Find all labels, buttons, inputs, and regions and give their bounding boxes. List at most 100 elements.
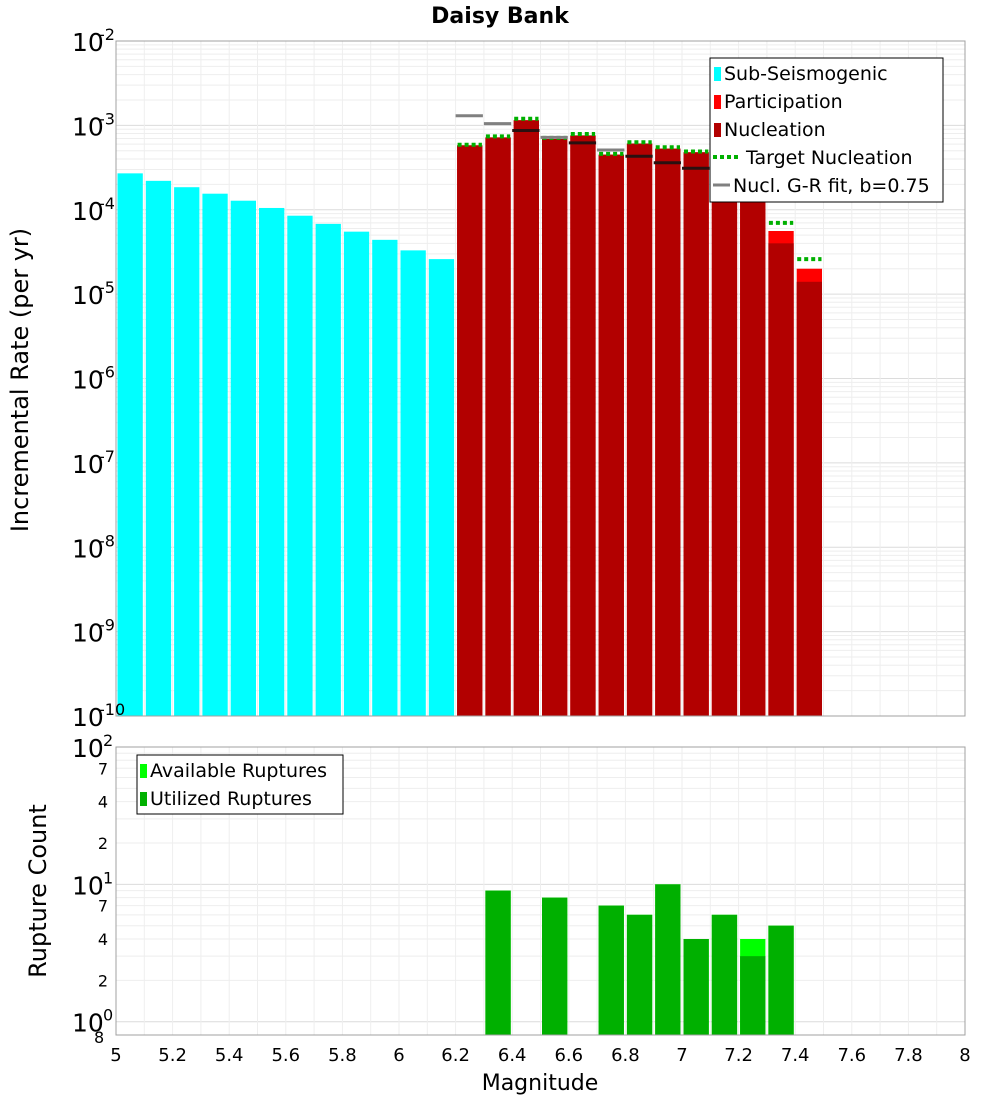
bottom-bars bbox=[485, 884, 794, 1035]
y-tick-label-base: 10 bbox=[72, 366, 104, 395]
bar-utilized-ruptures bbox=[740, 956, 766, 1035]
x-tick-label: 7.4 bbox=[781, 1045, 810, 1066]
bar-sub-seismogenic bbox=[343, 231, 370, 716]
x-tick-label: 5.8 bbox=[328, 1045, 357, 1066]
bar-sub-seismogenic bbox=[428, 259, 455, 716]
y-tick-label-base: 10 bbox=[72, 534, 104, 563]
bar-nucleation bbox=[796, 281, 822, 716]
bar-utilized-ruptures bbox=[711, 914, 738, 1035]
y-tick-label-exponent: 0 bbox=[103, 1006, 113, 1025]
bar-sub-seismogenic bbox=[202, 193, 228, 716]
bar-nucleation bbox=[683, 152, 709, 716]
bar-sub-seismogenic bbox=[259, 207, 285, 716]
bar-nucleation bbox=[457, 145, 483, 717]
x-tick-label: 5 bbox=[110, 1045, 121, 1066]
bar-nucleation bbox=[542, 138, 568, 716]
y-tick-label-base: 10 bbox=[72, 281, 104, 310]
bottom-legend: Available Ruptures Utilized Ruptures bbox=[136, 754, 344, 815]
legend-swatch-utilized-ruptures bbox=[140, 792, 147, 806]
bar-sub-seismogenic bbox=[230, 200, 256, 716]
bar-utilized-ruptures bbox=[683, 939, 709, 1035]
x-tick-label: 6.2 bbox=[441, 1045, 470, 1066]
y-tick-label-exponent: -7 bbox=[99, 447, 115, 466]
bar-nucleation bbox=[513, 120, 539, 717]
y-minor-tick-label: 7 bbox=[98, 897, 108, 916]
y-tick-label-exponent: -5 bbox=[99, 278, 115, 297]
y-tick-label-exponent: -9 bbox=[99, 616, 115, 635]
bar-nucleation bbox=[711, 151, 738, 716]
legend-label-sub-seismogenic: Sub-Seismogenic bbox=[724, 63, 888, 85]
y-tick-label-exponent: -3 bbox=[99, 109, 115, 128]
bar-nucleation bbox=[740, 163, 766, 717]
x-tick-label: 7 bbox=[676, 1045, 687, 1066]
y-tick-label-exponent: -4 bbox=[99, 194, 115, 213]
bar-sub-seismogenic bbox=[117, 173, 143, 716]
y-tick-label-base: 8 bbox=[94, 1028, 104, 1047]
y-tick-label-base: 10 bbox=[72, 1009, 104, 1038]
legend-label-available-ruptures: Available Ruptures bbox=[150, 760, 327, 782]
bottom-y-axis-label: Rupture Count bbox=[24, 804, 52, 978]
bar-nucleation bbox=[768, 243, 794, 717]
x-tick-label: 6.6 bbox=[554, 1045, 583, 1066]
bar-utilized-ruptures bbox=[768, 925, 794, 1035]
y-minor-tick-label: 4 bbox=[98, 793, 108, 812]
bar-utilized-ruptures bbox=[655, 884, 681, 1035]
y-tick-label-base: 10 bbox=[72, 28, 104, 57]
bar-utilized-ruptures bbox=[485, 890, 511, 1035]
bar-nucleation bbox=[626, 143, 653, 716]
legend-swatch-available-ruptures bbox=[140, 764, 147, 778]
top-bars bbox=[117, 114, 822, 717]
legend-label-nucleation: Nucleation bbox=[724, 119, 826, 141]
legend-label-gr-fit: Nucl. G-R fit, b=0.75 bbox=[733, 175, 930, 197]
y-tick-label-base: 10 bbox=[72, 197, 104, 226]
bar-sub-seismogenic bbox=[315, 223, 341, 716]
bottom-plot-frame bbox=[115, 746, 966, 1036]
y-tick-label-base: 10 bbox=[72, 703, 104, 732]
x-tick-label: 8 bbox=[959, 1045, 970, 1066]
bar-utilized-ruptures bbox=[626, 914, 653, 1035]
y-minor-tick-label: 2 bbox=[98, 971, 108, 990]
x-tick-label: 5.2 bbox=[158, 1045, 187, 1066]
legend-label-target-nucleation: Target Nucleation bbox=[745, 147, 913, 169]
top-y-axis-label: Incremental Rate (per yr) bbox=[6, 228, 34, 532]
x-tick-label: 7.2 bbox=[724, 1045, 753, 1066]
y-tick-label-exponent: -8 bbox=[99, 531, 115, 550]
y-tick-label-exponent: -2 bbox=[99, 25, 115, 44]
bar-sub-seismogenic bbox=[400, 250, 426, 717]
y-tick-label-exponent: 1 bbox=[103, 868, 113, 887]
y-tick-label-base: 10 bbox=[72, 450, 104, 479]
top-legend: Sub-Seismogenic Participation Nucleation… bbox=[709, 57, 944, 203]
x-tick-label: 6.4 bbox=[498, 1045, 527, 1066]
top-plot-frame bbox=[115, 40, 966, 717]
x-tick-label: 5.6 bbox=[271, 1045, 300, 1066]
y-tick-label-exponent: 2 bbox=[103, 731, 113, 750]
bar-sub-seismogenic bbox=[372, 239, 398, 716]
legend-swatch-nucleation bbox=[714, 123, 721, 137]
bar-nucleation bbox=[570, 135, 596, 717]
x-tick-label: 7.8 bbox=[894, 1045, 923, 1066]
x-tick-label: 5.4 bbox=[215, 1045, 244, 1066]
legend-swatch-sub-seismogenic bbox=[714, 67, 721, 81]
top-legend-box bbox=[709, 57, 944, 203]
y-minor-tick-label: 7 bbox=[98, 759, 108, 778]
bar-nucleation bbox=[598, 154, 624, 716]
top-y-ticks: 10-210-310-410-510-610-710-810-910-10 bbox=[72, 25, 125, 732]
y-tick-label-base: 10 bbox=[72, 734, 104, 763]
x-axis-label: Magnitude bbox=[482, 1071, 599, 1096]
legend-swatch-participation bbox=[714, 95, 721, 109]
bottom-legend-box bbox=[136, 754, 344, 815]
chart-title: Daisy Bank bbox=[431, 4, 570, 29]
x-tick-label: 6 bbox=[393, 1045, 404, 1066]
x-tick-label: 7.6 bbox=[837, 1045, 866, 1066]
y-minor-tick-label: 4 bbox=[98, 930, 108, 949]
bar-sub-seismogenic bbox=[174, 187, 200, 716]
top-grid bbox=[116, 40, 966, 717]
bar-sub-seismogenic bbox=[287, 215, 313, 717]
y-minor-tick-label: 2 bbox=[98, 834, 108, 853]
bar-sub-seismogenic bbox=[145, 180, 172, 716]
bar-nucleation bbox=[655, 148, 681, 716]
y-tick-label-exponent: -10 bbox=[99, 700, 125, 719]
legend-label-utilized-ruptures: Utilized Ruptures bbox=[150, 788, 312, 810]
